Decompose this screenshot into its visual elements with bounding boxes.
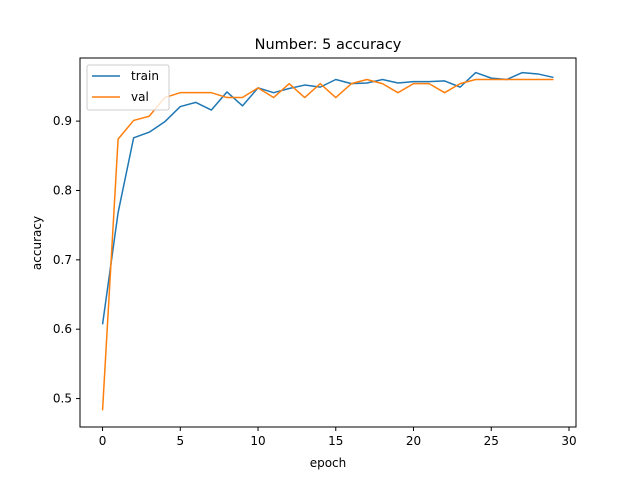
series-lines	[101, 71, 554, 411]
series-line-val	[101, 78, 554, 411]
series-line-train	[101, 71, 554, 325]
y-tick-label: 0.5	[53, 392, 72, 406]
x-axis: 0 5 10 15 20 25 30	[99, 427, 577, 448]
x-tick-label: 25	[484, 434, 499, 448]
legend: train val	[86, 64, 170, 111]
y-axis: 0.5 0.6 0.7 0.8 0.9	[53, 114, 80, 406]
plot-frame	[79, 57, 577, 428]
x-tick-label: 10	[250, 434, 265, 448]
y-tick-label: 0.6	[53, 322, 72, 336]
chart-title: Number: 5 accuracy	[255, 37, 402, 53]
y-tick-label: 0.9	[53, 114, 72, 128]
x-tick-label: 20	[406, 434, 421, 448]
y-axis-label: accuracy	[30, 216, 44, 270]
y-tick-label: 0.7	[53, 253, 72, 267]
legend-label-val: val	[131, 90, 149, 104]
x-tick-label: 5	[176, 434, 184, 448]
x-tick-label: 30	[561, 434, 576, 448]
legend-label-train: train	[131, 69, 159, 83]
plot-area	[79, 57, 577, 428]
x-tick-label: 0	[99, 434, 107, 448]
x-axis-label: epoch	[310, 456, 347, 470]
y-tick-label: 0.8	[53, 183, 72, 197]
x-tick-label: 15	[328, 434, 343, 448]
